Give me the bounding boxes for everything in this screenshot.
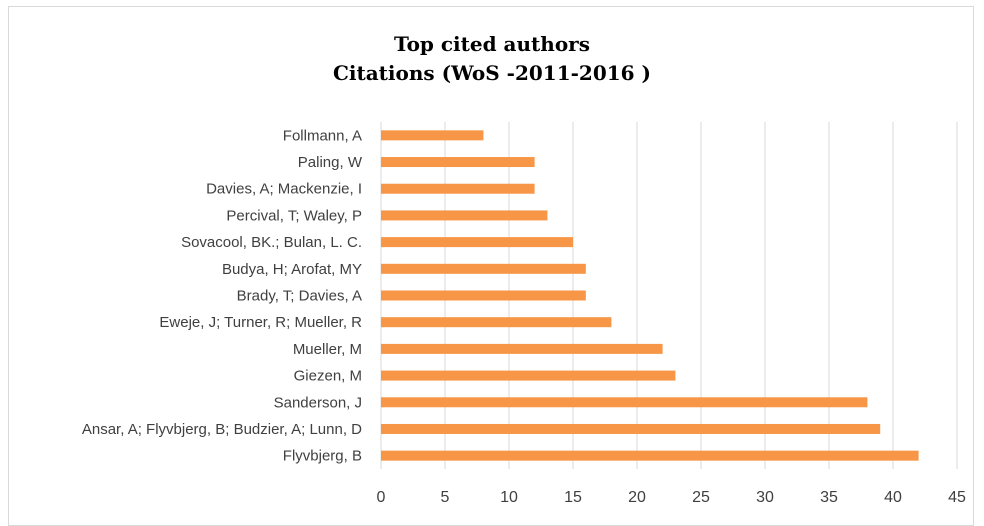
bars: [381, 130, 919, 461]
chart-title-line1: Top cited authors: [394, 32, 590, 56]
x-tick-label: 25: [692, 489, 710, 506]
bar: [381, 237, 573, 248]
category-label: Sanderson, J: [274, 394, 362, 411]
bar: [381, 263, 586, 274]
bar: [381, 130, 484, 141]
category-label: Davies, A; Mackenzie, I: [206, 181, 362, 198]
x-tick-label: 45: [948, 489, 966, 506]
chart-title-line2: Citations (WoS -2011-2016 ): [332, 61, 652, 85]
x-tick-label: 40: [884, 489, 902, 506]
bar: [381, 423, 881, 434]
category-label: Brady, T; Davies, A: [237, 288, 362, 305]
x-tick-label: 20: [628, 489, 646, 506]
x-tick-label: 10: [500, 489, 518, 506]
bar: [381, 290, 586, 301]
bar: [381, 450, 919, 461]
x-axis-tick-labels: 0 5 10 15 20 25 30 35 40 45: [377, 489, 966, 506]
bar: [381, 370, 676, 381]
bar: [381, 343, 663, 354]
x-tick-label: 35: [820, 489, 838, 506]
category-label: Follmann, A: [283, 127, 362, 144]
x-tick-label: 15: [564, 489, 582, 506]
x-tick-label: 30: [756, 489, 774, 506]
bar: [381, 397, 868, 408]
category-label: Percival, T; Waley, P: [226, 207, 362, 224]
category-labels: Follmann, A Paling, W Davies, A; Mackenzie…: [82, 127, 363, 464]
bar: [381, 317, 612, 328]
category-label: Sovacool, BK.; Bulan, L. C.: [181, 234, 362, 251]
category-label: Budya, H; Arofat, MY: [222, 261, 362, 278]
bar: [381, 210, 548, 221]
category-label: Giezen, M: [294, 368, 362, 385]
bar: [381, 183, 535, 194]
category-label: Flyvbjerg, B: [283, 448, 362, 465]
x-tick-label: 0: [377, 489, 386, 506]
category-label: Ansar, A; Flyvbjerg, B; Budzier, A; Lunn…: [82, 421, 362, 438]
chart-title: Top cited authors Citations (WoS -2011-2…: [0, 30, 984, 88]
category-label: Mueller, M: [293, 341, 362, 358]
category-label: Eweje, J; Turner, R; Mueller, R: [159, 314, 362, 331]
bar: [381, 157, 535, 168]
x-tick-label: 5: [441, 489, 450, 506]
category-label: Paling, W: [298, 154, 363, 171]
